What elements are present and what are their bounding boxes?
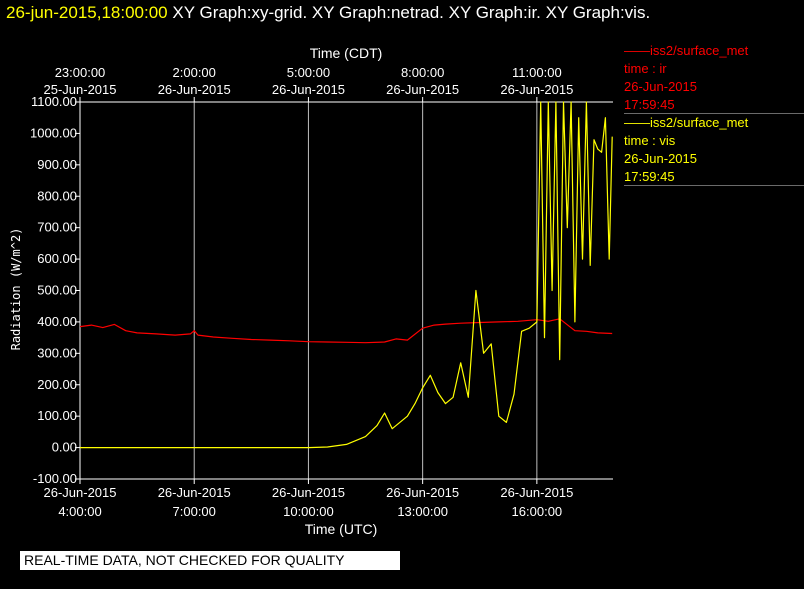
axis-layer: -100.00 0.00 100.00 200.00 300.00 400.00 500.0… (30, 65, 613, 519)
legend-divider (624, 185, 804, 186)
x2-tick-date: 26-Jun-2015 (386, 82, 459, 97)
y-tick-label: 300.00 (37, 345, 77, 360)
legend-divider (624, 113, 804, 114)
x2-tick-time: 23:00:00 (55, 65, 106, 80)
y-tick-label: 0.00 (52, 440, 77, 455)
legend-ir-variable: time : ir (624, 61, 667, 76)
legend-vis-time: 17:59:45 (624, 169, 675, 184)
grid-layer (79, 102, 538, 479)
legend-ir-time: 17:59:45 (624, 97, 675, 112)
x2-tick-date: 26-Jun-2015 (500, 82, 573, 97)
x2-tick-time: 8:00:00 (401, 65, 444, 80)
x-tick-date: 26-Jun-2015 (386, 485, 459, 500)
y-tick-label: 700.00 (37, 220, 77, 235)
x2-tick-date: 26-Jun-2015 (272, 82, 345, 97)
x-tick-date: 26-Jun-2015 (500, 485, 573, 500)
y-tick-label: 600.00 (37, 251, 77, 266)
quality-disclaimer: REAL-TIME DATA, NOT CHECKED FOR QUALITY (20, 551, 400, 570)
y-tick-label: 400.00 (37, 314, 77, 329)
x-tick-time: 16:00:00 (512, 504, 563, 519)
graph-list: XY Graph:xy-grid. XY Graph:netrad. XY Gr… (172, 3, 651, 22)
x-axis-label-cdt: Time (CDT) (310, 45, 383, 61)
y-axis-label: Radiation (W/m^2) (9, 228, 23, 351)
x-tick-time: 13:00:00 (397, 504, 448, 519)
y-tick-label: 500.00 (37, 283, 77, 298)
legend-vis-label: ——iss2/surface_met (624, 115, 749, 130)
x-axis-label-utc: Time (UTC) (305, 521, 378, 537)
x2-tick-date: 25-Jun-2015 (44, 82, 117, 97)
legend-ir-date: 26-Jun-2015 (624, 79, 697, 94)
y-tick-label: -100.00 (33, 471, 77, 486)
x-tick-date: 26-Jun-2015 (272, 485, 345, 500)
series-vis-line (80, 101, 613, 449)
title-bar: 26-jun-2015,18:00:00 XY Graph:xy-grid. X… (6, 3, 650, 23)
y-tick-label: 200.00 (37, 377, 77, 392)
y-tick-label: 1000.00 (30, 125, 77, 140)
y-tick-label: 900.00 (37, 157, 77, 172)
x2-tick-date: 26-Jun-2015 (158, 82, 231, 97)
x-tick-time: 7:00:00 (173, 504, 216, 519)
y-tick-label: 100.00 (37, 408, 77, 423)
legend-vis-date: 26-Jun-2015 (624, 151, 697, 166)
legend-vis-variable: time : vis (624, 133, 676, 148)
legend-entry-vis: ——iss2/surface_met time : vis 26-Jun-201… (624, 114, 804, 186)
series-ir-line (79, 318, 613, 344)
y-tick-label: 1100.00 (31, 94, 77, 109)
x-tick-time: 4:00:00 (58, 504, 101, 519)
legend-entry-ir: ——iss2/surface_met time : ir 26-Jun-2015… (624, 42, 804, 114)
x-tick-time: 10:00:00 (283, 504, 334, 519)
x-tick-date: 26-Jun-2015 (158, 485, 231, 500)
y-tick-label: 800.00 (37, 188, 77, 203)
legend-ir-label: ——iss2/surface_met (624, 43, 749, 58)
x2-tick-time: 5:00:00 (287, 65, 330, 80)
x2-tick-time: 2:00:00 (173, 65, 216, 80)
series-layer (79, 101, 613, 449)
x2-tick-time: 11:00:00 (512, 65, 562, 80)
x-tick-date: 26-Jun-2015 (44, 485, 117, 500)
timestamp: 26-jun-2015,18:00:00 (6, 3, 168, 22)
